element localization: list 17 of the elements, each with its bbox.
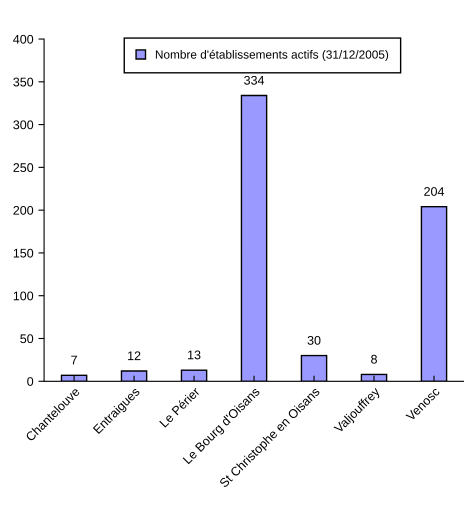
- y-tick-label: 100: [14, 292, 34, 300]
- data-label: 12: [128, 351, 140, 360]
- data-label: 13: [188, 350, 200, 360]
- y-tick-label: 300: [13, 120, 34, 130]
- y-tick-label: 0: [27, 377, 34, 386]
- data-label: 30: [308, 336, 320, 345]
- y-tick-label: 250: [13, 163, 34, 172]
- legend-label: Nombre d'établissements actifs (31/12/2005): [156, 50, 388, 62]
- y-tick-label: 200: [13, 206, 34, 215]
- data-label: 204: [424, 187, 444, 196]
- y-tick-label: 350: [13, 78, 34, 86]
- data-label: 8: [371, 354, 377, 364]
- y-tick-label: 150: [14, 248, 34, 258]
- data-label: 7: [71, 356, 77, 364]
- y-tick-label: 50: [20, 334, 34, 344]
- data-label: 334: [244, 76, 264, 85]
- y-tick-label: 400: [13, 34, 34, 44]
